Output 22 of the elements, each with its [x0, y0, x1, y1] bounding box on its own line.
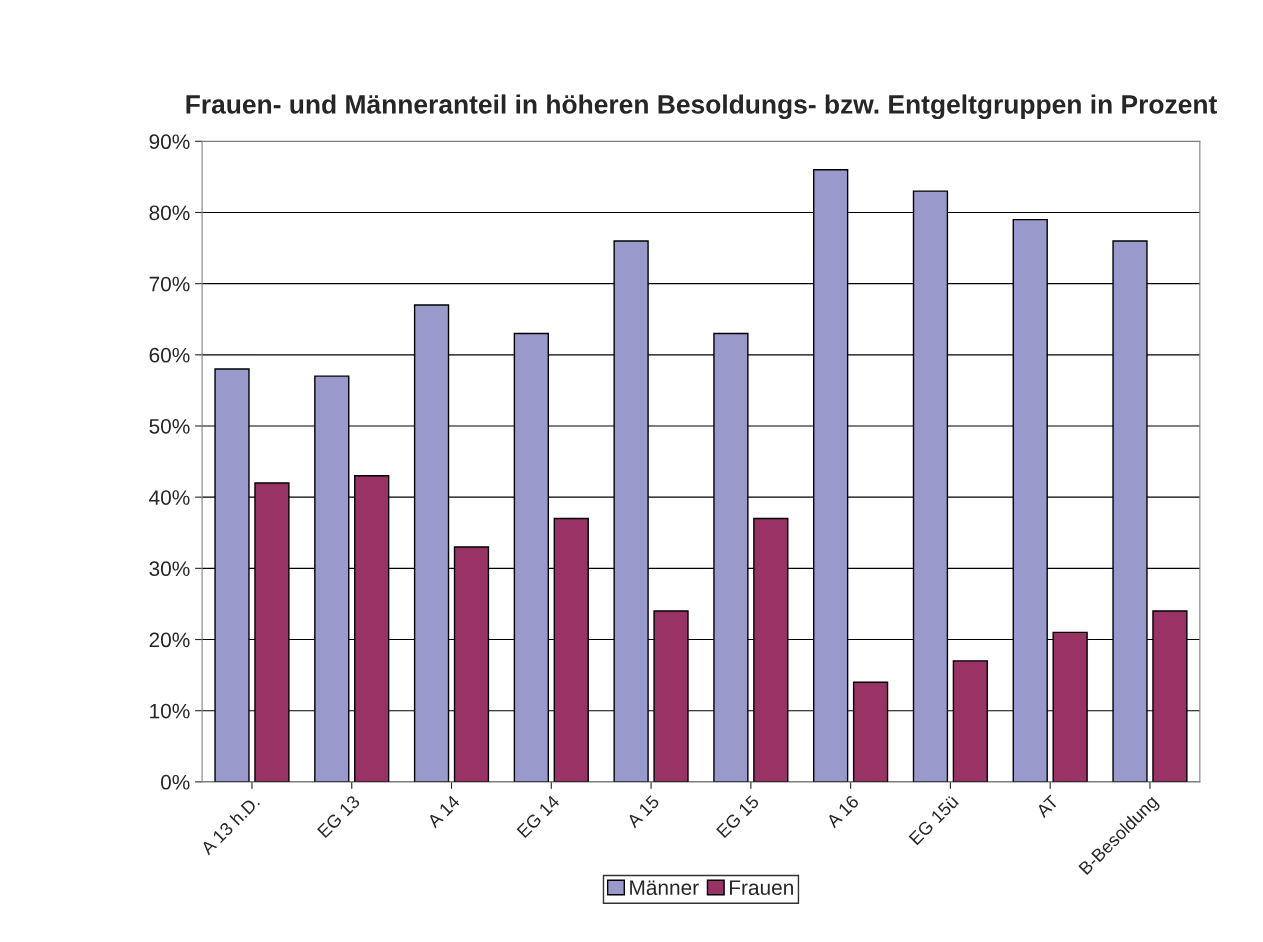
x-tick-label: EG 13	[316, 794, 361, 839]
y-tick-label: 70%	[149, 276, 190, 292]
y-tick-label: 10%	[150, 703, 190, 719]
x-tick-label: A 13 h.D.	[199, 794, 261, 856]
x-tick-label: A 15	[626, 794, 660, 829]
x-tick-label: A 14	[426, 794, 461, 829]
y-tick-label: 0%	[160, 774, 190, 790]
y-tick-label: 40%	[149, 490, 190, 505]
x-tick-label: AT	[1035, 794, 1060, 819]
x-tick-label: EG 14	[516, 794, 561, 839]
x-tick-label: EG 15ü	[908, 794, 959, 846]
y-tick-label: 50%	[149, 418, 190, 434]
legend-label: Frauen	[729, 880, 793, 896]
y-tick-label: 90%	[149, 134, 190, 150]
legend-label: Männer	[630, 880, 699, 896]
y-tick-label: 80%	[149, 205, 190, 221]
chart-title: Frauen- und Männeranteil in höheren Besoldungs- bzw. Entgeltgruppen in Prozent	[186, 94, 1217, 120]
y-tick-label: 30%	[149, 561, 190, 577]
y-tick-label: 20%	[149, 632, 190, 648]
x-tick-label: A 16	[825, 794, 860, 829]
y-tick-label: 60%	[149, 347, 190, 363]
x-tick-label: EG 15	[716, 794, 760, 839]
